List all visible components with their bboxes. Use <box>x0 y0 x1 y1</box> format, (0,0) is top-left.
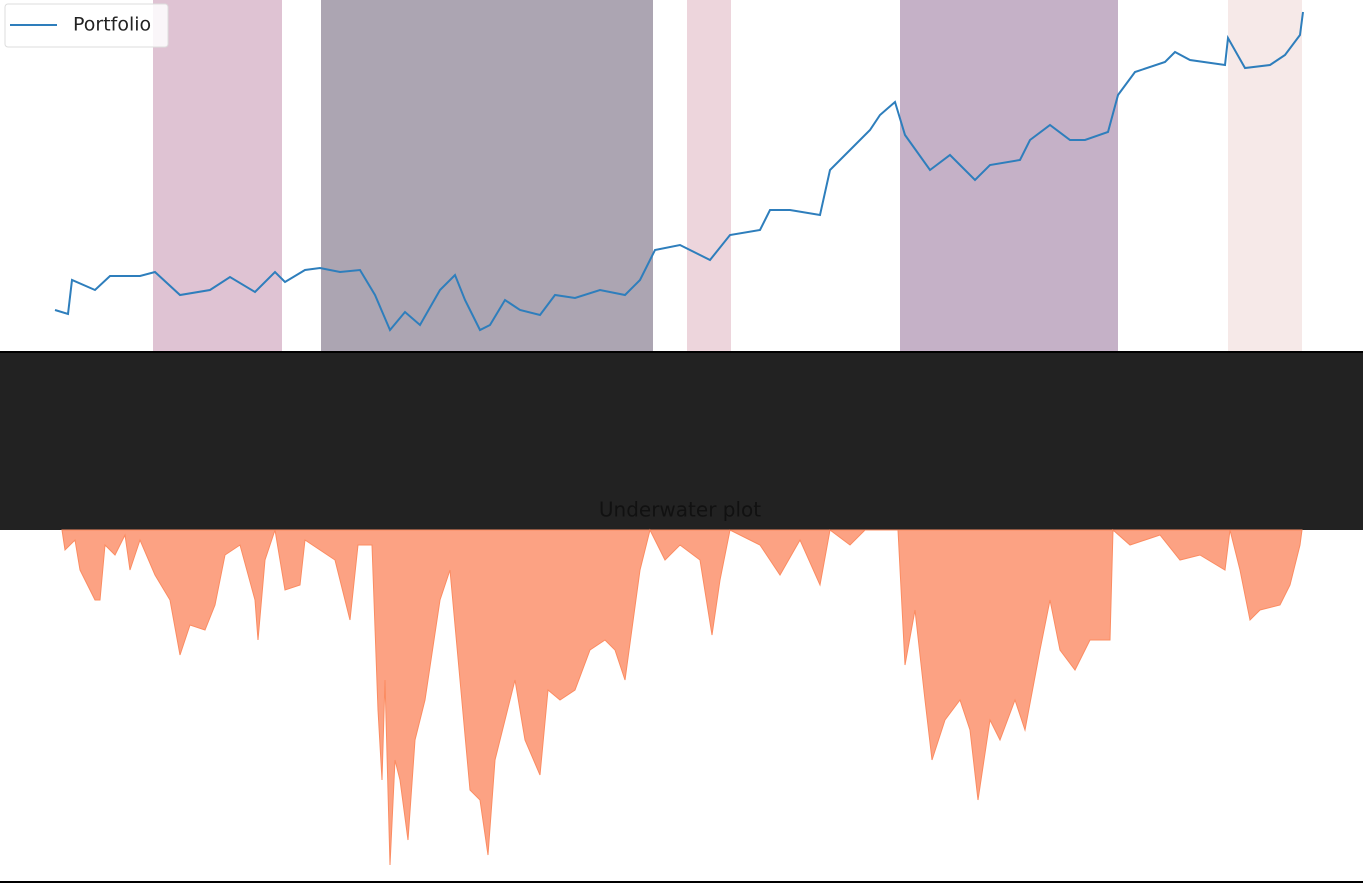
regime-band <box>687 0 731 352</box>
line <box>54 11 1304 332</box>
dark-band <box>0 352 1363 530</box>
regime-band <box>153 0 282 352</box>
chart-title: Underwater plot <box>599 498 761 522</box>
legend-box <box>4 3 169 48</box>
area <box>61 528 1303 866</box>
legend-label: Portfolio <box>73 14 151 36</box>
regime-band <box>900 0 1118 352</box>
regime-band <box>321 0 653 352</box>
regime-band <box>1228 0 1302 352</box>
